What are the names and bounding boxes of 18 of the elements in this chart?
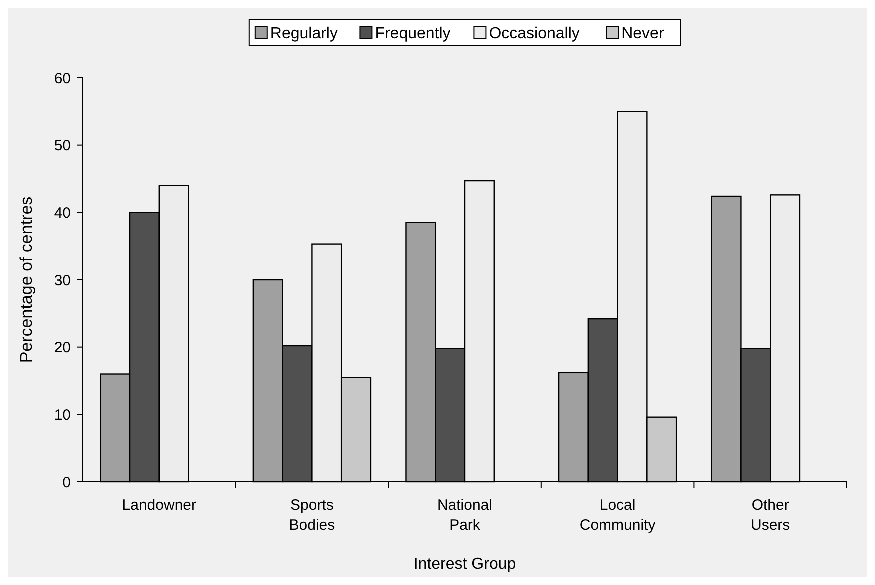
legend-label: Occasionally [489, 26, 580, 43]
legend-label: Regularly [270, 26, 338, 43]
x-tick-label: Landowner [122, 497, 197, 514]
x-tick-label: Local Community [580, 497, 656, 534]
y-tick-label: 40 [54, 204, 71, 222]
y-tick-label: 50 [54, 138, 71, 155]
y-tick-label: 10 [54, 406, 71, 424]
y-tick-label: 30 [54, 272, 71, 290]
x-tick-label: Other Users [751, 497, 790, 534]
x-tick-label: National Park [437, 497, 493, 534]
y-tick-label: 0 [62, 474, 71, 492]
y-axis-title: Percentage of centres [17, 196, 36, 364]
legend-label: Never [622, 26, 665, 43]
x-tick-label: Sports Bodies [289, 497, 336, 534]
x-axis-title: Interest Group [414, 556, 516, 573]
legend-label: Frequently [375, 26, 451, 43]
y-tick-label: 60 [54, 70, 71, 88]
y-tick-label: 20 [54, 340, 71, 357]
